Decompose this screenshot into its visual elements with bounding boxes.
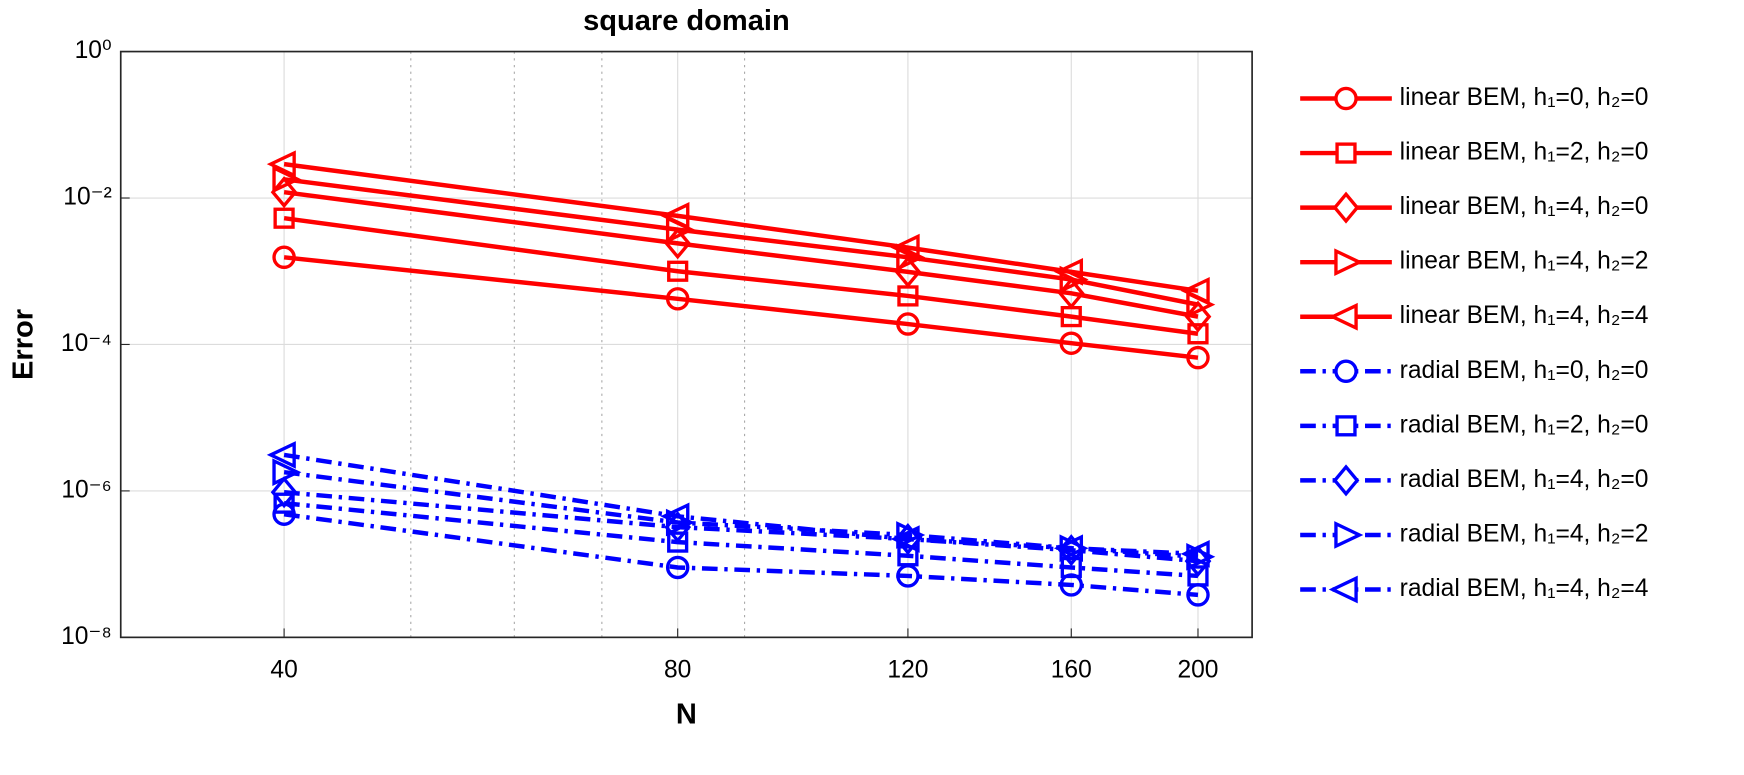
chart-title: square domain (583, 5, 790, 37)
marker (890, 525, 920, 553)
marker (273, 207, 295, 229)
marker (1060, 556, 1082, 579)
y-tick-label: 10⁻⁴ (61, 330, 112, 357)
legend-label: linear BEM, h₁=0, h₂=0 (1400, 84, 1649, 111)
series (266, 441, 1210, 568)
legend-marker (1335, 415, 1357, 437)
y-axis-label: Error (7, 309, 39, 380)
legend-label: linear BEM, h₁=4, h₂=0 (1400, 193, 1649, 220)
legend-label: radial BEM, h₁=4, h₂=4 (1400, 575, 1649, 602)
marker (272, 165, 302, 194)
marker (1187, 323, 1209, 345)
series-line (283, 500, 1199, 579)
legend-label: linear BEM, h₁=2, h₂=0 (1400, 139, 1649, 166)
x-tick-label: 40 (270, 656, 297, 683)
marker (667, 531, 689, 553)
y-tick-label: 10⁰ (75, 37, 112, 64)
y-tick-label: 10⁻⁸ (61, 623, 112, 650)
legend-marker (1332, 464, 1360, 497)
legend-label: radial BEM, h₁=0, h₂=0 (1400, 357, 1649, 384)
legend-label: radial BEM, h₁=2, h₂=0 (1400, 411, 1649, 438)
series-line (283, 452, 1199, 557)
legend-marker (1328, 302, 1358, 331)
marker (272, 245, 296, 270)
series (273, 207, 1209, 345)
marker (660, 202, 690, 230)
marker (1184, 300, 1212, 333)
marker (660, 502, 690, 531)
legend-marker (1334, 86, 1358, 111)
marker (1059, 331, 1084, 355)
legend-label: linear BEM, h₁=4, h₂=2 (1400, 248, 1649, 275)
series-line (283, 189, 1199, 319)
marker (665, 555, 690, 580)
x-tick-label: 200 (1177, 656, 1218, 683)
series-line (283, 255, 1199, 360)
legend-marker (1334, 521, 1364, 549)
marker (270, 476, 298, 509)
marker (896, 243, 926, 272)
legend-marker (1335, 142, 1357, 164)
x-axis-label: N (676, 698, 697, 730)
series-line (283, 215, 1199, 336)
marker (667, 260, 689, 282)
marker (272, 458, 302, 487)
x-tick-label: 80 (664, 656, 691, 683)
y-tick-label: 10⁻⁶ (61, 476, 111, 503)
series-line (283, 161, 1199, 294)
marker (1053, 534, 1084, 563)
legend-marker (1334, 359, 1358, 384)
legend-label: linear BEM, h₁=4, h₂=4 (1400, 302, 1649, 329)
marker (665, 287, 690, 311)
x-tick-label: 160 (1051, 656, 1092, 683)
series-line (283, 177, 1199, 307)
series (266, 150, 1210, 305)
legend-label: radial BEM, h₁=4, h₂=2 (1400, 520, 1649, 547)
legend-marker (1328, 575, 1358, 604)
plot-frame (119, 50, 1253, 639)
marker (896, 312, 920, 336)
marker (1187, 565, 1209, 587)
marker (890, 233, 920, 262)
y-tick-label: 10⁻² (63, 184, 111, 211)
series (270, 176, 1212, 333)
marker (266, 150, 296, 178)
marker (1186, 345, 1210, 370)
marker (1180, 276, 1210, 305)
legend-label: radial BEM, h₁=4, h₂=0 (1400, 466, 1649, 493)
marker (1180, 540, 1210, 568)
legend-marker (1334, 248, 1364, 277)
series (272, 245, 1210, 370)
series-line (283, 512, 1199, 598)
legend-marker (1332, 191, 1360, 224)
x-tick-label: 120 (887, 656, 928, 683)
marker (266, 441, 296, 469)
marker (1053, 258, 1084, 286)
